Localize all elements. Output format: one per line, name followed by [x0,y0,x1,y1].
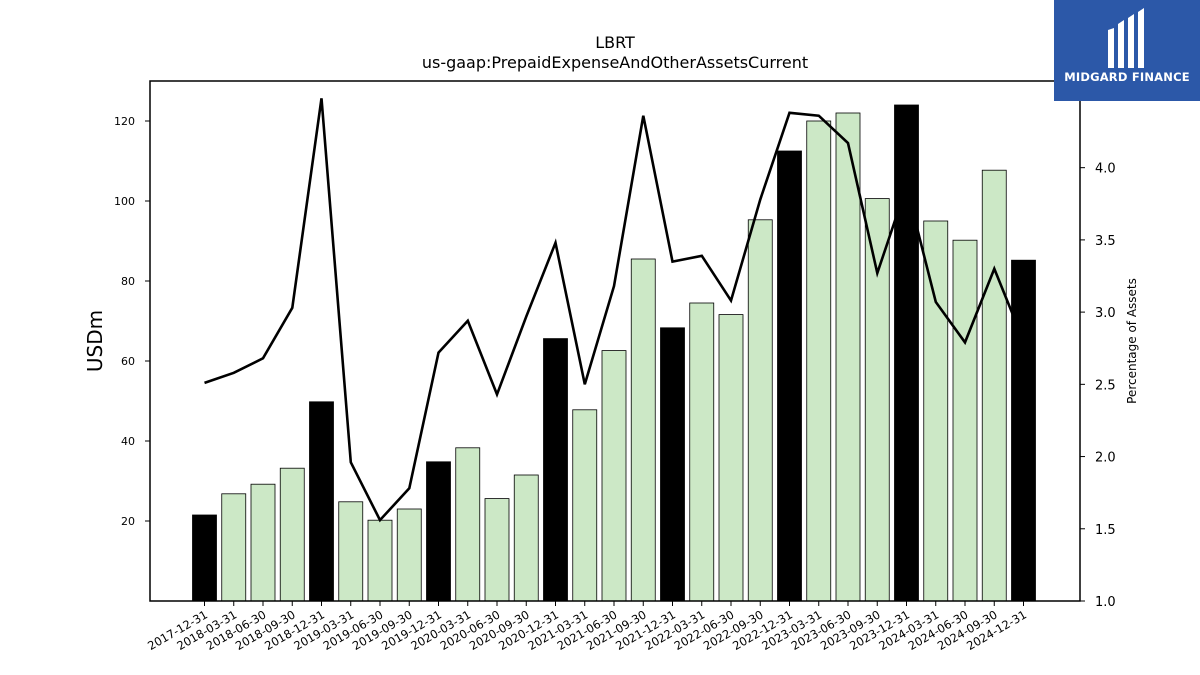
bar-2023-03-31 [806,120,832,602]
y-tick-label: 120 [114,115,135,128]
bar-2020-06-30 [484,498,510,602]
y-tick-label: 80 [121,275,135,288]
y-tick-label: 40 [121,435,135,448]
bar-2023-12-31 [894,104,919,602]
bar-2024-09-30 [981,169,1007,602]
percentage-line [204,98,1025,523]
bar-2022-12-31 [777,150,802,602]
bar-2022-06-30 [718,314,744,602]
bar-2024-06-30 [952,239,978,602]
left-axis: 20 40 60 80 100 120 [114,115,150,528]
y-tick-label: 100 [114,195,135,208]
bar-2023-09-30 [864,198,890,602]
bar-2020-09-30 [513,474,539,602]
bar-2020-12-31 [543,338,568,602]
bar-2024-03-31 [923,220,949,602]
y-tick-label: 60 [121,355,135,368]
bar-2019-06-30 [367,519,393,602]
x-axis: 2017-12-312018-03-312018-06-302018-09-30… [145,601,1029,653]
brand-logo: MIDGARD FINANCE [1054,0,1200,101]
chart-title: LBRT [595,33,635,52]
line-layer [204,98,1025,523]
bar-2020-03-31 [455,447,481,602]
right-axis: 1.01.52.02.53.03.54.04.5 [1080,89,1116,610]
bar-2021-06-30 [601,350,627,602]
plot-frame [149,80,1081,602]
bar-2022-03-31 [689,302,715,602]
bar-2018-09-30 [279,467,305,602]
bar-2018-06-30 [250,483,276,602]
y2-tick-label: 2.5 [1095,378,1116,393]
bar-2018-03-31 [221,493,247,602]
bar-2021-09-30 [630,258,656,602]
y2-tick-label: 3.5 [1095,234,1116,249]
bar-2023-06-30 [835,112,861,602]
bar-2024-12-31 [1011,259,1036,602]
y2-axis-label: Percentage of Assets [1125,278,1139,404]
y2-tick-label: 1.0 [1095,595,1116,610]
bar-2019-03-31 [338,501,364,602]
bar-2019-12-31 [426,461,451,602]
chart-subtitle: us-gaap:PrepaidExpenseAndOtherAssetsCurr… [422,53,808,72]
bar-2022-09-30 [747,219,773,602]
bar-2021-03-31 [572,409,598,602]
y-axis-label: USDm [83,310,107,372]
y-tick-label: 20 [121,515,135,528]
y2-tick-label: 2.0 [1095,451,1116,466]
y2-tick-label: 4.0 [1095,162,1116,177]
y2-tick-label: 1.5 [1095,523,1116,538]
logo-text: MIDGARD FINANCE [1064,70,1190,84]
midgard-logo-icon [1108,8,1144,68]
y2-tick-label: 3.0 [1095,306,1116,321]
bar-2019-09-30 [396,508,422,602]
bar-2021-12-31 [660,327,685,602]
bar-2017-12-31 [192,514,217,602]
bars-layer [192,104,1036,602]
bar-2018-12-31 [309,401,334,602]
